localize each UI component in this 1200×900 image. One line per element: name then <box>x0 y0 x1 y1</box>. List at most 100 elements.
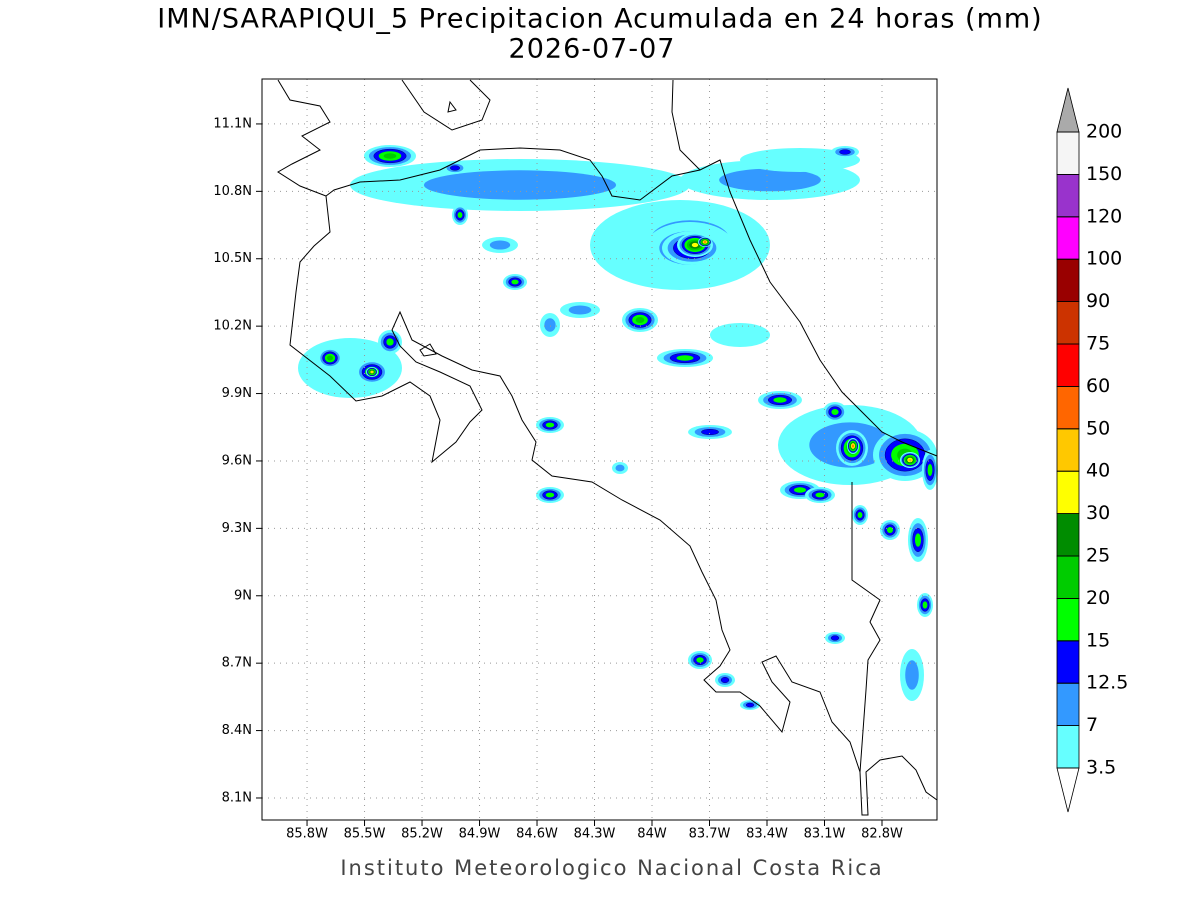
colorbar-box <box>1056 725 1080 769</box>
colorbar-label: 60 <box>1086 375 1110 397</box>
x-tick-label: 84W <box>637 827 667 842</box>
precip-area <box>886 526 894 534</box>
precip-area <box>701 428 719 436</box>
grid: 85.8W 85.5W 85.2W 84.9W 84.6W 84.3W 84W 83.7W 83… <box>213 79 937 842</box>
footer: Instituto Meteorologico Nacional Costa R… <box>340 856 883 880</box>
colorbar-label: 12.5 <box>1086 672 1128 694</box>
colorbar-label: 200 <box>1086 121 1122 143</box>
precip-area <box>511 279 519 285</box>
precip-area <box>371 371 373 373</box>
y-tick-label: 8.1N <box>222 790 252 805</box>
y-tick-label: 9.3N <box>222 521 252 536</box>
precip-area <box>423 170 617 200</box>
precip-area <box>545 492 555 498</box>
colorbar-label: 50 <box>1086 417 1110 439</box>
colorbar-box <box>1056 385 1080 430</box>
colorbar-box <box>1056 470 1080 515</box>
colorbar-box <box>1056 513 1080 557</box>
x-tick-label: 84.3W <box>574 827 616 842</box>
precip-area <box>676 355 694 361</box>
precip-area <box>615 464 625 472</box>
map-subtitle: 2026-07-07 <box>509 34 676 65</box>
precip-area <box>839 149 851 155</box>
island <box>419 343 437 357</box>
precip-area <box>545 422 555 428</box>
precip-area <box>704 241 706 243</box>
colorbar-box <box>1056 555 1080 599</box>
colorbar-label: 150 <box>1086 163 1122 185</box>
colorbar-box <box>1056 131 1080 175</box>
precip-area <box>905 660 919 690</box>
x-tick-label: 85.5W <box>344 827 386 842</box>
precip-area <box>740 148 860 172</box>
precip-area <box>927 463 933 477</box>
colorbar-box <box>1056 343 1080 387</box>
y-tick-label: 11.1N <box>213 116 252 131</box>
y-tick-label: 9N <box>234 588 252 603</box>
colorbar-box <box>1056 216 1080 260</box>
coastline <box>277 79 938 816</box>
colorbar-box <box>1056 598 1080 642</box>
precip-area <box>691 242 699 248</box>
border <box>325 147 701 201</box>
precip-area <box>793 487 807 493</box>
precip-area <box>773 397 787 403</box>
colorbar-over <box>1056 87 1080 133</box>
precip-area <box>386 338 394 346</box>
map-title: IMN/SARAPIQUI_5 Precipitacion Acumulada … <box>157 4 1042 35</box>
x-tick-label: 83.4W <box>746 827 788 842</box>
colorbar-box <box>1056 173 1080 218</box>
colorbar-label: 90 <box>1086 290 1110 312</box>
map-frame <box>261 78 938 821</box>
colorbar-label: 75 <box>1086 333 1110 355</box>
colorbar-label: 100 <box>1086 248 1122 270</box>
precip-area <box>745 702 755 708</box>
colorbar-label: 7 <box>1086 714 1098 736</box>
x-tick-label: 82.8W <box>861 827 903 842</box>
precip-area <box>544 318 556 332</box>
y-tick-label: 10.5N <box>213 251 252 266</box>
colorbar-label: 20 <box>1086 587 1110 609</box>
coastline <box>671 79 938 457</box>
precip-area <box>383 153 397 159</box>
x-tick-label: 85.8W <box>286 827 328 842</box>
precip-area <box>327 355 333 361</box>
colorbar-box <box>1056 682 1080 727</box>
colorbar-label: 120 <box>1086 205 1122 227</box>
border <box>851 482 881 773</box>
colorbar-under <box>1056 767 1080 813</box>
precip-area <box>922 601 928 609</box>
colorbar-box <box>1056 258 1080 303</box>
precip-area <box>830 635 840 641</box>
precip-area <box>457 211 463 219</box>
precip-area <box>696 657 704 663</box>
y-tick-label: 8.4N <box>222 723 252 738</box>
precip-area <box>914 533 922 547</box>
y-tick-label: 10.2N <box>213 319 252 334</box>
x-tick-label: 84.6W <box>516 827 558 842</box>
island <box>447 100 457 113</box>
precip-area <box>710 323 770 347</box>
y-tick-label: 10.8N <box>213 184 252 199</box>
precip-field <box>298 145 938 710</box>
precip-area <box>719 168 821 192</box>
x-tick-label: 84.9W <box>459 827 501 842</box>
precip-area <box>489 240 511 250</box>
colorbar-box <box>1056 640 1080 684</box>
x-tick-label: 83.7W <box>689 827 731 842</box>
colorbar-label: 25 <box>1086 545 1110 567</box>
lake <box>401 79 491 131</box>
y-tick-label: 9.9N <box>222 386 252 401</box>
colorbar-label: 30 <box>1086 502 1110 524</box>
x-tick-label: 83.1W <box>804 827 846 842</box>
precip-area <box>450 165 460 171</box>
colorbar-label: 40 <box>1086 460 1110 482</box>
colorbar-label: 15 <box>1086 629 1110 651</box>
precip-area <box>857 511 863 519</box>
colorbar: 3.5 7 12.5 15 20 25 30 40 50 60 75 90 100 120 150 200 <box>1056 87 1128 813</box>
precip-area <box>720 676 730 684</box>
y-tick-label: 8.7N <box>222 656 252 671</box>
precip-area <box>568 305 592 315</box>
colorbar-label: 3.5 <box>1086 757 1116 779</box>
